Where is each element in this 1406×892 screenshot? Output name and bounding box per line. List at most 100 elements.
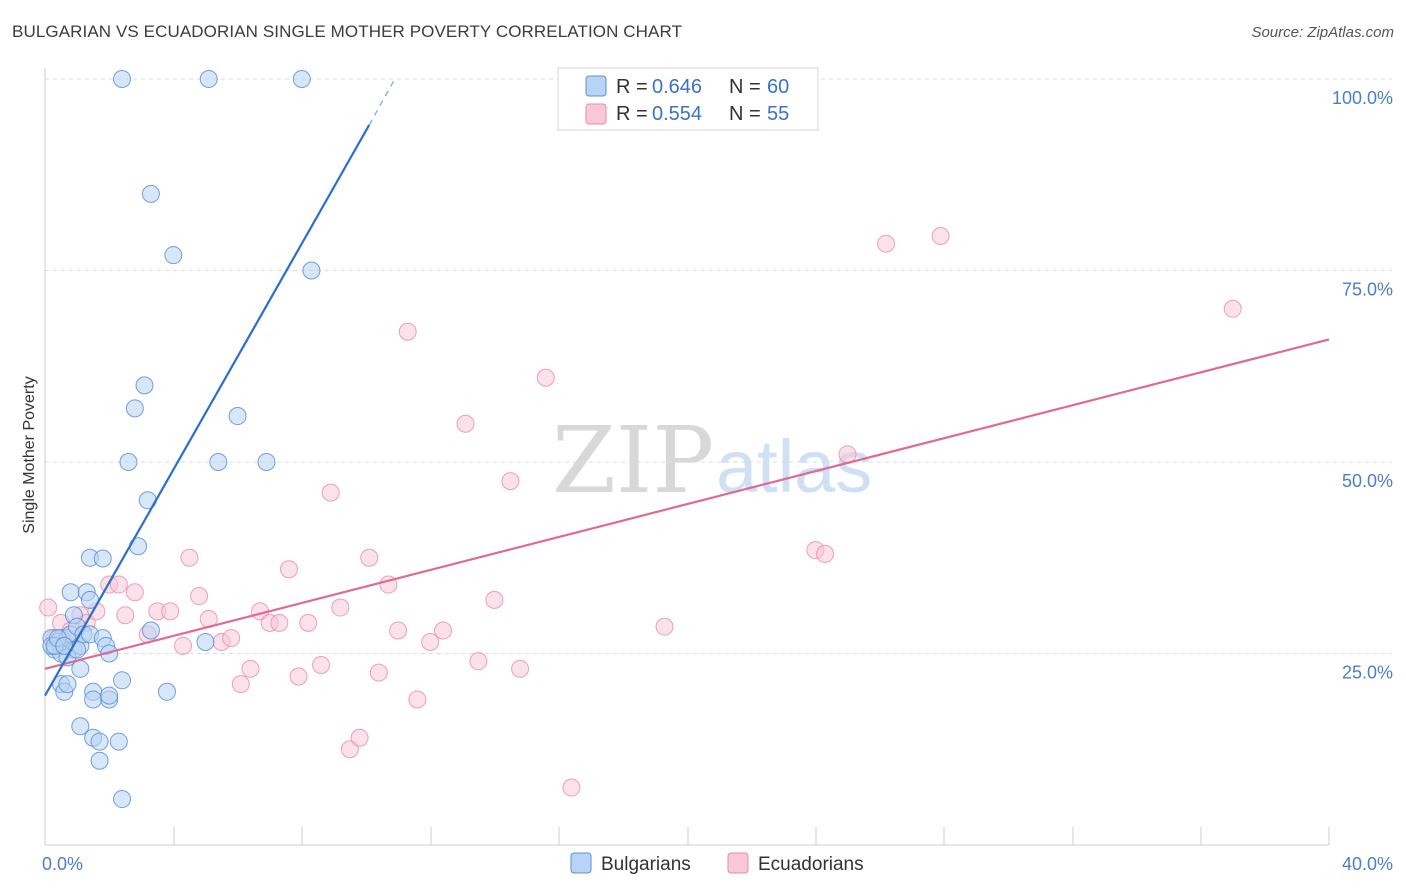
watermark-atlas: atlas <box>716 425 872 508</box>
ecuadorians-point <box>816 544 835 563</box>
ecuadorians-trend-line <box>44 338 1330 670</box>
legend-ecuadorians-n-value: 55 <box>767 103 789 125</box>
ecuadorians-point <box>511 659 530 678</box>
bulgarians-point <box>302 261 321 280</box>
ecuadorians-point <box>270 613 289 632</box>
legend-bulgarians-n-value: 60 <box>767 76 789 98</box>
legend-bulgarians-swatch <box>585 75 607 97</box>
watermark-zip: ZIP <box>552 407 714 514</box>
bottom-legend-ecuadorians-swatch <box>727 852 749 874</box>
legend-bulgarians-n-label: N = <box>729 76 761 98</box>
ecuadorians-point <box>190 587 209 606</box>
trend-lines <box>44 78 1330 697</box>
y-tick-label-3: 100.0% <box>1332 88 1393 108</box>
bottom-legend: Bulgarians Ecuadorians <box>570 852 864 875</box>
legend-ecuadorians-r-label: R = <box>616 103 648 125</box>
chart-title: BULGARIAN VS ECUADORIAN SINGLE MOTHER PO… <box>12 22 683 41</box>
bottom-legend-ecuadorians: Ecuadorians <box>758 854 864 875</box>
ecuadorians-point <box>116 606 135 625</box>
bulgarians-point <box>93 549 112 568</box>
bulgarians-point <box>71 717 90 736</box>
ecuadorians-point <box>289 667 308 686</box>
ecuadorians-point <box>456 414 475 433</box>
bulgarians-point <box>164 246 183 265</box>
ecuadorians-point <box>231 675 250 694</box>
x-tick-labels: 0.0% 40.0% <box>42 854 1393 874</box>
bulgarians-point <box>228 407 247 426</box>
ecuadorians-point <box>222 629 241 648</box>
ecuadorians-point <box>408 690 427 709</box>
bottom-legend-bulgarians: Bulgarians <box>601 854 691 875</box>
ecuadorians-point <box>161 602 180 621</box>
y-tick-label-0: 25.0% <box>1342 663 1393 683</box>
bulgarians-point <box>100 686 119 705</box>
ecuadorians-point <box>1223 299 1242 318</box>
bulgarians-point <box>113 790 132 809</box>
legend: R = 0.646 N = 60 R = 0.554 N = 55 <box>557 67 819 131</box>
ecuadorians-point <box>350 728 369 747</box>
ecuadorians-point <box>931 227 950 246</box>
ecuadorians-point <box>125 583 144 602</box>
ecuadorians-point <box>331 598 350 617</box>
ecuadorians-point <box>369 663 388 682</box>
legend-ecuadorians-r-value: 0.554 <box>652 103 702 125</box>
ecuadorians-point <box>321 483 340 502</box>
legend-bulgarians-r-label: R = <box>616 76 648 98</box>
bulgarians-point <box>125 399 144 418</box>
y-axis-label: Single Mother Poverty <box>21 376 38 533</box>
ecuadorians-point <box>312 655 331 674</box>
legend-bulgarians-r-value: 0.646 <box>652 76 702 98</box>
bulgarians-point <box>141 184 160 203</box>
x-tick-label-0: 0.0% <box>42 854 83 874</box>
bulgarians-point <box>157 682 176 701</box>
bulgarians-point <box>113 671 132 690</box>
bulgarians-point <box>135 376 154 395</box>
bulgarians-point <box>90 732 109 751</box>
ecuadorians-point <box>536 368 555 387</box>
bulgarians-point <box>209 453 228 471</box>
legend-ecuadorians-swatch <box>585 103 607 125</box>
bulgarians-point <box>119 453 138 471</box>
bulgarians-point <box>84 690 103 709</box>
bulgarians-trend-extension <box>368 78 396 126</box>
ecuadorians-point <box>389 621 408 640</box>
bulgarians-point <box>71 659 90 678</box>
ecuadorians-point <box>241 659 260 678</box>
ecuadorians-point <box>501 472 520 491</box>
ecuadorians-point <box>279 560 298 579</box>
bottom-legend-bulgarians-swatch <box>570 852 592 874</box>
ecuadorians-point <box>485 590 504 609</box>
ecuadorians-point <box>562 778 581 797</box>
ecuadorians-point <box>877 234 896 253</box>
y-tick-label-2: 75.0% <box>1342 280 1393 300</box>
watermark: ZIP atlas <box>552 407 872 514</box>
y-tick-labels: 25.0% 50.0% 75.0% 100.0% <box>1332 88 1393 683</box>
bulgarians-point <box>196 633 215 652</box>
ecuadorians-point <box>174 636 193 655</box>
bulgarians-points <box>42 70 321 809</box>
bulgarians-point <box>113 70 132 88</box>
axes <box>44 68 1330 846</box>
source-label: Source: ZipAtlas.com <box>1251 24 1394 41</box>
ecuadorians-point <box>434 621 453 640</box>
ecuadorians-point <box>360 548 379 567</box>
bulgarians-point <box>199 70 218 88</box>
ecuadorians-point <box>340 740 359 759</box>
ecuadorians-point <box>469 652 488 671</box>
ecuadorians-point <box>299 613 318 632</box>
bulgarians-point <box>109 732 128 751</box>
bulgarians-point <box>58 675 77 694</box>
grid <box>45 78 1392 654</box>
legend-ecuadorians-n-label: N = <box>729 103 761 125</box>
ecuadorians-point <box>39 598 58 617</box>
ecuadorians-point <box>109 575 128 594</box>
bulgarians-trend-line <box>44 124 371 697</box>
ecuadorians-point <box>838 445 857 464</box>
ecuadorians-points <box>39 227 1242 797</box>
ecuadorians-point <box>180 548 199 567</box>
ecuadorians-point <box>655 617 674 636</box>
ecuadorians-point <box>421 633 440 652</box>
y-tick-label-1: 50.0% <box>1342 471 1393 491</box>
ecuadorians-point <box>398 322 417 341</box>
